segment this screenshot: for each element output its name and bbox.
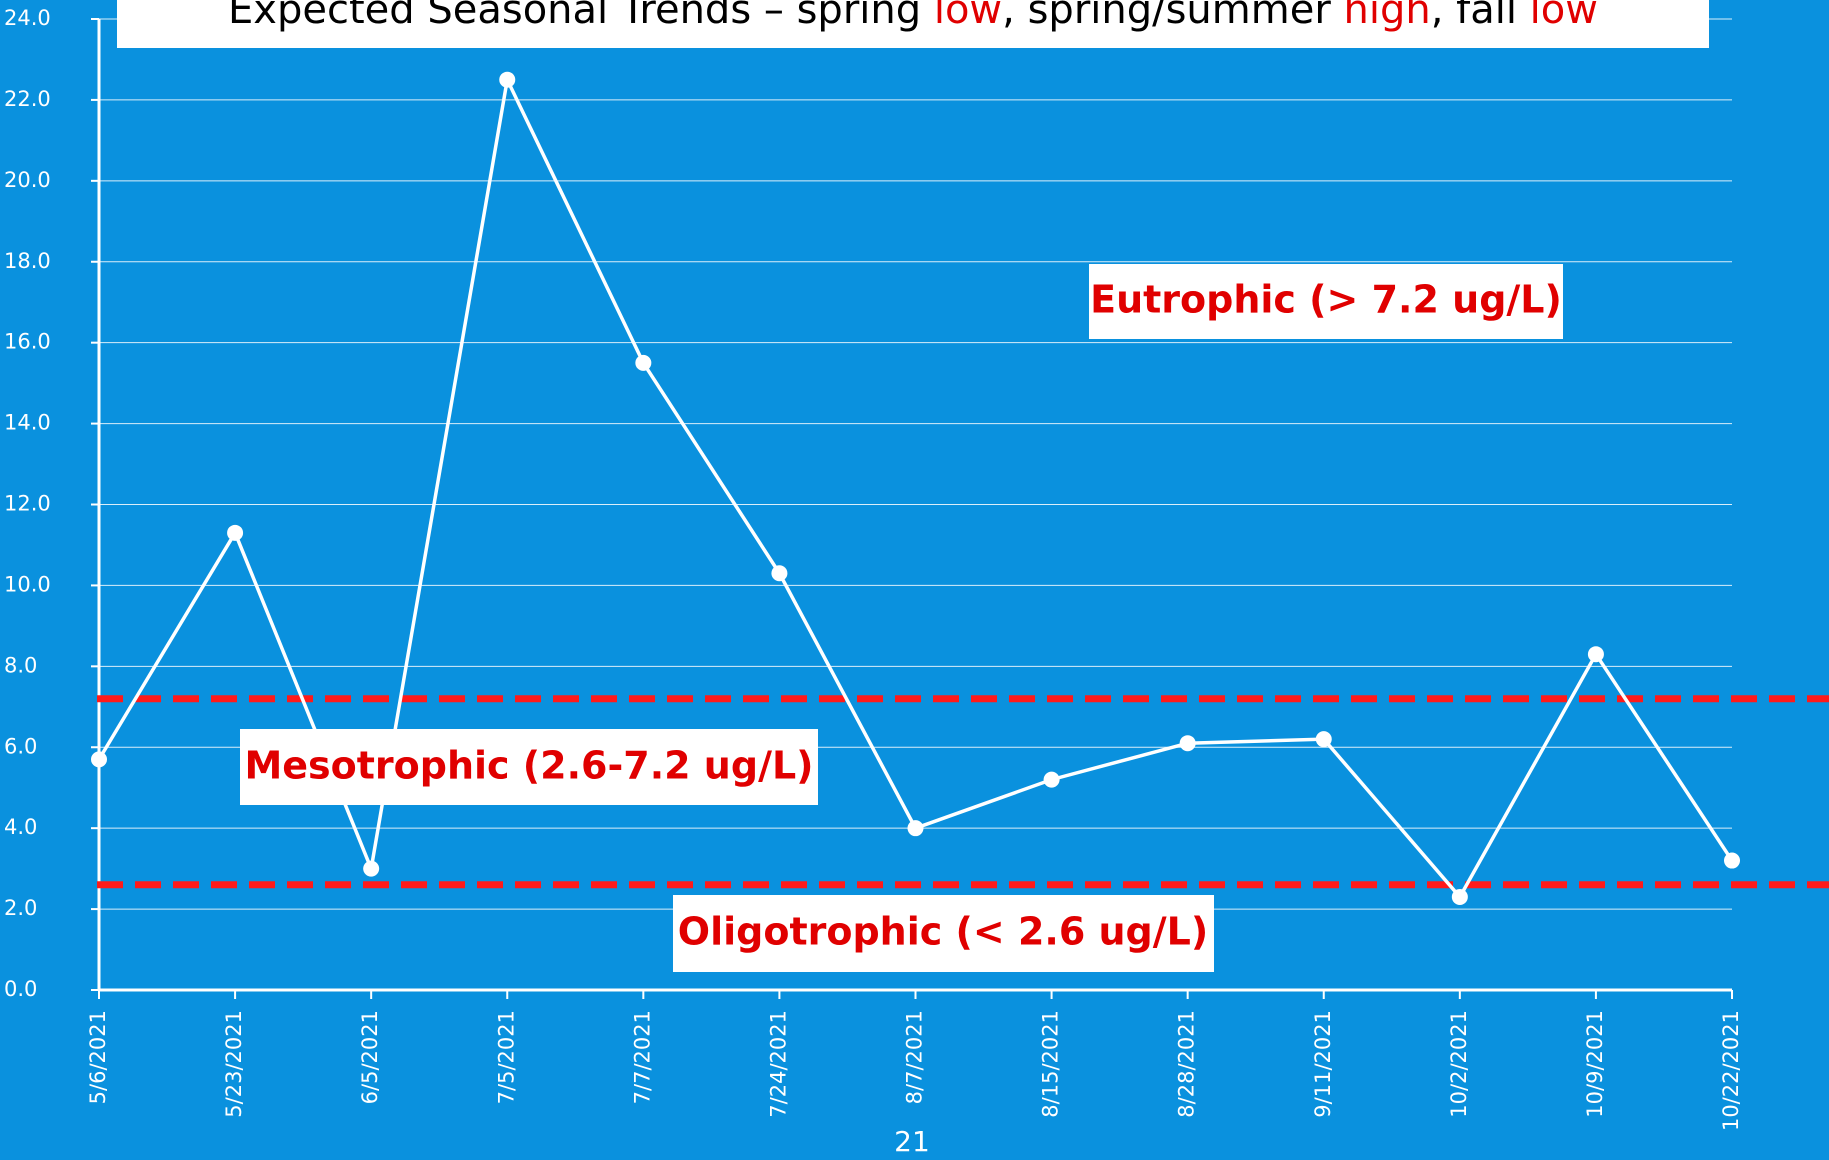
data-point <box>771 565 788 582</box>
x-tick-label: 9/11/2021 <box>1311 1010 1335 1118</box>
y-tick-label: 8.0 <box>4 653 37 677</box>
y-tick-label: 0.0 <box>4 977 37 1001</box>
x-tick-label: 10/22/2021 <box>1719 1010 1743 1131</box>
annotation: Oligotrophic (< 2.6 ug/L) <box>678 910 1208 954</box>
data-point <box>1315 731 1332 748</box>
data-point <box>1451 888 1468 905</box>
title-part: Expected Seasonal Trends – spring <box>228 0 934 33</box>
data-point <box>1179 735 1196 752</box>
x-tick-label: 7/5/2021 <box>494 1010 518 1104</box>
title-part: high <box>1343 0 1430 33</box>
x-tick-label: 7/24/2021 <box>766 1010 790 1118</box>
y-tick-label: 12.0 <box>4 492 51 516</box>
y-tick-label: 18.0 <box>4 249 51 273</box>
y-tick-label: 10.0 <box>4 572 51 596</box>
annotation-box <box>240 729 818 805</box>
title-part: low <box>934 0 1002 33</box>
data-point <box>635 354 652 371</box>
title-part: , fall <box>1431 0 1530 33</box>
y-tick-label: 16.0 <box>4 330 51 354</box>
data-point <box>1587 646 1604 663</box>
y-tick-label: 4.0 <box>4 815 37 839</box>
y-tick-label: 2.0 <box>4 896 37 920</box>
title-part: , spring/summer <box>1002 0 1343 33</box>
annotation: Mesotrophic (2.6-7.2 ug/L) <box>244 744 813 788</box>
title-box <box>117 0 1709 48</box>
data-point <box>227 524 244 541</box>
data-point <box>91 751 107 768</box>
x-tick-label: 5/6/2021 <box>86 1010 110 1104</box>
x-tick-label: 8/28/2021 <box>1175 1010 1199 1118</box>
annotation-box <box>1089 264 1563 339</box>
x-tick-label: 6/5/2021 <box>358 1010 382 1104</box>
annotation: Eutrophic (> 7.2 ug/L) <box>1090 278 1562 322</box>
y-tick-label: 14.0 <box>4 411 51 435</box>
plot: 0.0 2.0 4.0 6.0 8.0 10.0 12.0 14.0 16.0 18.0 20.0 2… <box>4 6 1829 1131</box>
y-tick-label: 24.0 <box>4 6 51 30</box>
y-tick-label: 22.0 <box>4 87 51 111</box>
data-point <box>499 71 516 88</box>
chart-title: Expected Seasonal Trends – spring low, s… <box>228 0 1598 33</box>
x-tick-label: 10/9/2021 <box>1583 1010 1607 1118</box>
data-point <box>907 820 924 837</box>
annotation-box <box>673 895 1214 972</box>
x-tick-label: 7/7/2021 <box>630 1010 654 1104</box>
y-tick-label: 6.0 <box>4 734 37 758</box>
data-point <box>363 860 380 877</box>
data-point <box>1043 771 1060 788</box>
x-tick-label: 8/15/2021 <box>1039 1010 1063 1118</box>
x-tick-label: 8/7/2021 <box>903 1010 927 1104</box>
title-part: low <box>1530 0 1598 33</box>
y-tick-label: 20.0 <box>4 168 51 192</box>
page-number: 21 <box>894 1125 930 1158</box>
x-tick-label: 10/2/2021 <box>1447 1010 1471 1118</box>
data-point <box>1724 852 1740 869</box>
x-tick-label: 5/23/2021 <box>222 1010 246 1118</box>
